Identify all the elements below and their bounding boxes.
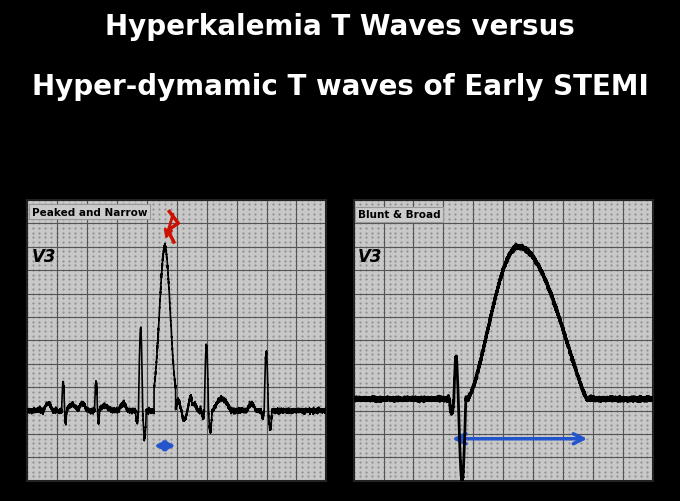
Text: V3: V3 bbox=[358, 247, 383, 265]
Text: Hyper-dymamic T waves of Early STEMI: Hyper-dymamic T waves of Early STEMI bbox=[32, 73, 648, 101]
Text: Blunt & Broad: Blunt & Broad bbox=[358, 210, 441, 220]
Text: V3: V3 bbox=[32, 247, 56, 265]
Text: Peaked and Narrow: Peaked and Narrow bbox=[32, 207, 147, 217]
Text: Hyperkalemia T Waves versus: Hyperkalemia T Waves versus bbox=[105, 13, 575, 41]
